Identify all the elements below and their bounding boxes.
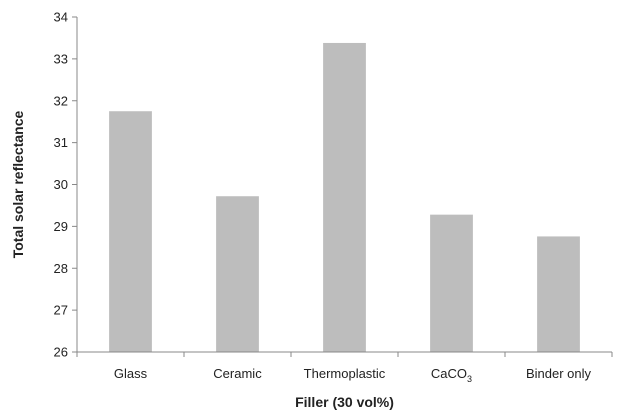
- y-tick-label: 34: [54, 10, 68, 25]
- bar-ceramic: [216, 196, 259, 352]
- bars-group: [109, 42, 580, 353]
- x-axis-title: Filler (30 vol%): [295, 394, 394, 410]
- y-tick-label: 27: [54, 303, 68, 318]
- y-ticks-group: 26 27 28 29 30 31 32 33 34: [54, 10, 77, 360]
- x-tick-label: Thermoplastic: [304, 366, 386, 381]
- x-ticks-group: Glass Ceramic Thermoplastic CaCO3 Binder onl…: [76, 352, 613, 384]
- x-tick-label: Glass: [114, 366, 148, 381]
- y-tick-label: 31: [54, 135, 68, 150]
- bar-glass: [109, 111, 152, 352]
- x-tick-label: Ceramic: [213, 366, 262, 381]
- bar-binder-only: [537, 236, 580, 352]
- y-tick-label: 26: [54, 345, 68, 360]
- y-tick-label: 29: [54, 219, 68, 234]
- x-tick-label: Binder only: [526, 366, 592, 381]
- x-tick-label: CaCO3: [431, 366, 472, 384]
- y-axis-title: Total solar reflectance: [10, 111, 26, 259]
- bar-thermoplastic: [323, 42, 366, 353]
- y-tick-label: 28: [54, 261, 68, 276]
- y-tick-label: 32: [54, 93, 68, 108]
- y-tick-label: 30: [54, 177, 68, 192]
- y-tick-label: 33: [54, 51, 68, 66]
- bar-caco3: [430, 214, 473, 352]
